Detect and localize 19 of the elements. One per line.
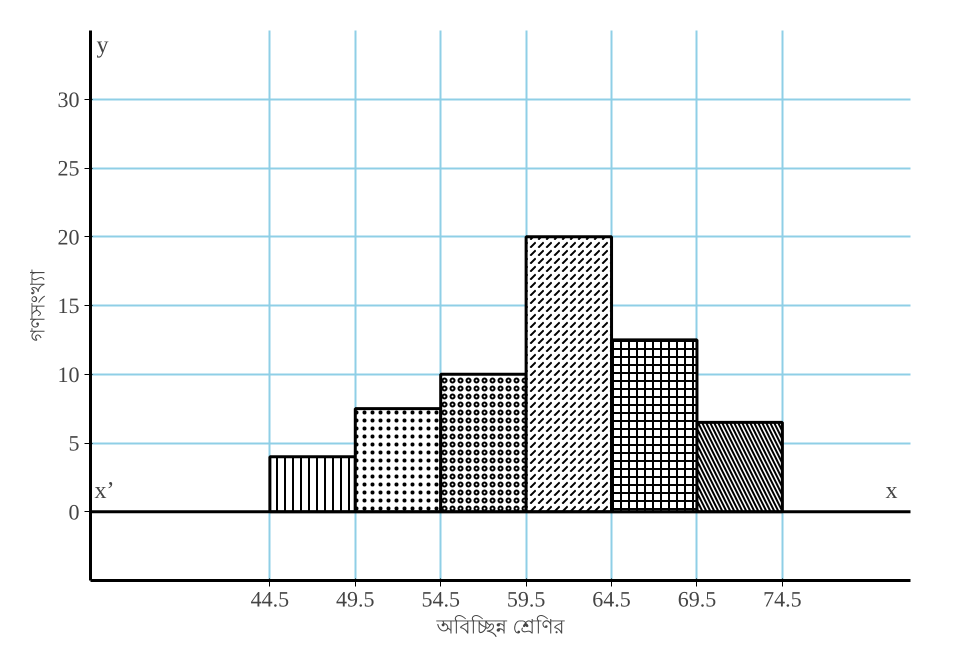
x-tick-label: 69.5 — [678, 586, 716, 612]
x-tick-label: 64.5 — [592, 586, 631, 612]
annotation: y — [96, 32, 108, 58]
x-tick-label: 44.5 — [250, 586, 290, 612]
y-tick-label: 10 — [58, 362, 80, 387]
x-tick-label: 74.5 — [763, 586, 802, 612]
y-tick-label: 15 — [58, 293, 80, 318]
y-tick-label: 5 — [68, 430, 80, 456]
annotation: x — [886, 478, 898, 504]
x-tick-label: 59.5 — [506, 586, 546, 612]
x-tick-label: 49.5 — [336, 586, 375, 612]
y-tick-label: 0 — [68, 499, 80, 524]
x-tick-label: 54.5 — [421, 586, 460, 612]
annotation: x’ — [94, 478, 114, 504]
x-axis-title: অবিচ্ছিন্ন শ্রেণির — [435, 614, 566, 638]
y-axis-title: গণসংখ্যা — [26, 268, 50, 342]
y-tick-label: 30 — [58, 86, 80, 112]
y-tick-label: 20 — [58, 224, 80, 250]
y-tick-label: 25 — [58, 156, 80, 180]
